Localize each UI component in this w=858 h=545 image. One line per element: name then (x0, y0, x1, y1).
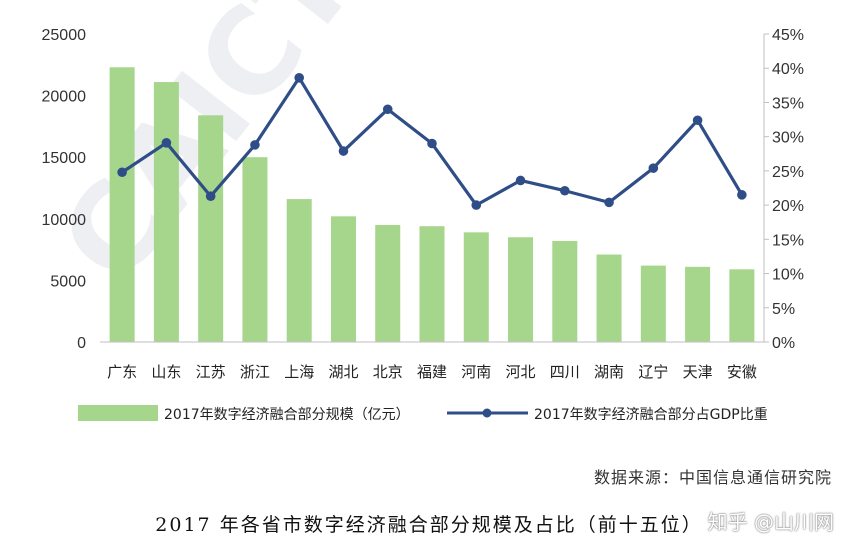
category-label: 山东 (151, 363, 181, 381)
bar (552, 240, 578, 342)
legend-line-label: 2017年数字经济融合部分占GDP比重 (534, 407, 768, 423)
bar-series (109, 67, 755, 342)
axes: 0 5000 10000 15000 20000 25000 0% 5% 10% 15% 20% 25… (42, 27, 805, 352)
category-label: 河南 (461, 363, 491, 381)
line-point (205, 191, 216, 202)
line-point (604, 197, 614, 208)
y-left-tick-label: 0 (77, 335, 86, 352)
category-label: 福建 (417, 363, 447, 381)
category-label: 浙江 (240, 363, 270, 381)
bar (508, 237, 534, 342)
y-right-tick-label: 0% (772, 335, 795, 352)
bar (640, 265, 666, 342)
line-point (250, 140, 260, 150)
category-label: 湖南 (594, 363, 624, 381)
category-label: 广东 (107, 363, 137, 381)
category-label: 四川 (550, 363, 580, 381)
y-right-tick-label: 45% (772, 27, 804, 44)
line-point (471, 200, 482, 210)
y-right-tick-label: 5% (772, 301, 795, 318)
line-point (737, 190, 747, 200)
line-point (560, 185, 570, 196)
bar (375, 224, 401, 342)
y-left-tick-label: 25000 (42, 27, 87, 44)
y-right-tick-label: 35% (772, 95, 804, 112)
line-point (294, 73, 305, 83)
legend-bar-label: 2017年数字经济融合部分规模（亿元） (164, 407, 410, 423)
line-point (648, 163, 659, 173)
y-right-tick-label: 10% (772, 267, 804, 284)
category-label: 北京 (373, 363, 403, 381)
category-label: 江苏 (196, 363, 226, 381)
category-label: 天津 (683, 363, 713, 381)
bar (109, 67, 135, 342)
line-point (692, 115, 703, 126)
legend-line-marker (482, 408, 492, 418)
category-labels: 广东 山东 江苏 浙江 上海 湖北 北京 福建 河南 河北 四川 湖南 辽宁 天津 安徽 (107, 363, 757, 381)
y-left-tick-label: 10000 (42, 212, 87, 229)
y-left-tick-label: 5000 (50, 273, 86, 290)
line-point (338, 146, 349, 156)
y-right-tick-label: 20% (772, 198, 804, 215)
category-label: 湖北 (328, 363, 358, 381)
figure-caption: 2017 年各省市数字经济融合部分规模及占比（前十五位） (155, 514, 703, 536)
bar (286, 199, 312, 342)
bar (596, 254, 622, 342)
y-right-tick-label: 30% (772, 130, 804, 147)
line-point (427, 138, 437, 149)
bar (242, 157, 268, 342)
zhihu-watermark: 知乎 @山川网 (707, 510, 834, 534)
category-label: 河北 (506, 363, 536, 381)
source-note: 数据来源：中国信息通信研究院 (593, 468, 832, 487)
y-left-tick-label: 20000 (42, 89, 87, 106)
bar (419, 226, 445, 342)
category-label: 辽宁 (638, 363, 668, 381)
bar (463, 232, 489, 342)
legend: 2017年数字经济融合部分规模（亿元） 2017年数字经济融合部分占GDP比重 (78, 405, 768, 423)
category-label: 安徽 (727, 363, 757, 381)
y-right-tick-label: 25% (772, 164, 804, 181)
line-point (515, 175, 526, 186)
line-point (117, 167, 127, 178)
category-label: 上海 (284, 363, 314, 381)
y-right-tick-label: 40% (772, 61, 804, 78)
line-point (382, 104, 393, 115)
bar (198, 115, 224, 342)
bar (330, 216, 356, 342)
legend-bar-swatch (78, 405, 158, 421)
bar (729, 269, 755, 342)
bar (685, 266, 711, 342)
bar (153, 82, 179, 342)
y-left-tick-label: 15000 (42, 150, 87, 167)
line-series (117, 73, 747, 210)
line-point (161, 138, 172, 148)
y-right-tick-label: 15% (772, 232, 804, 249)
